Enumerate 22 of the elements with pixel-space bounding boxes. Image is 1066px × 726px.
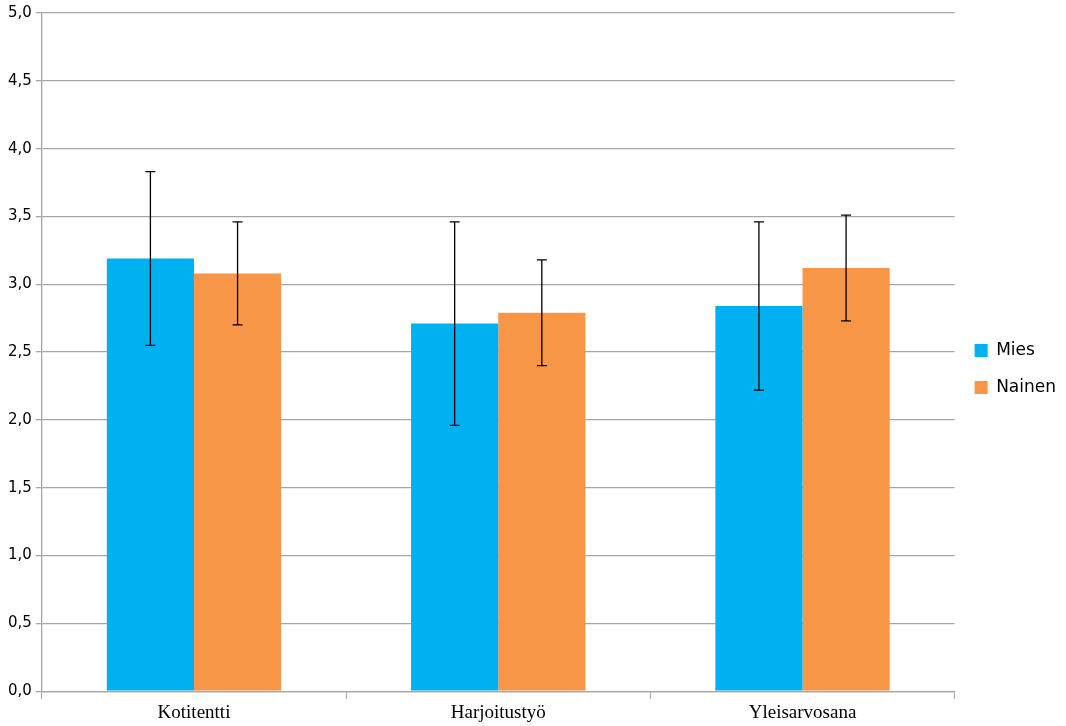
bar	[106, 258, 194, 691]
bar	[411, 323, 499, 691]
y-tick-label: 2,5	[8, 341, 32, 360]
bar	[715, 305, 803, 691]
y-tick-label: 4,5	[8, 70, 32, 89]
bar	[802, 268, 890, 691]
y-tick-label: 0,0	[8, 681, 32, 700]
bar	[193, 273, 282, 691]
x-tick-label: Harjoitustyö	[450, 700, 546, 722]
legend-label: Mies	[996, 338, 1035, 359]
y-tick-label: 0,5	[8, 613, 32, 632]
legend-label: Nainen	[996, 375, 1057, 396]
y-tick-label: 5,0	[8, 2, 32, 21]
x-tick-label: Yleisarvosana	[748, 700, 857, 722]
y-tick-label: 3,5	[8, 206, 32, 225]
y-tick-label: 2,0	[8, 409, 32, 428]
y-tick-label: 1,5	[8, 477, 32, 496]
y-tick-label: 3,0	[8, 274, 32, 293]
x-tick-label: Kotitentti	[157, 700, 231, 722]
y-tick-label: 4,0	[8, 138, 32, 157]
y-tick-label: 1,0	[8, 545, 32, 564]
bar	[498, 312, 586, 691]
